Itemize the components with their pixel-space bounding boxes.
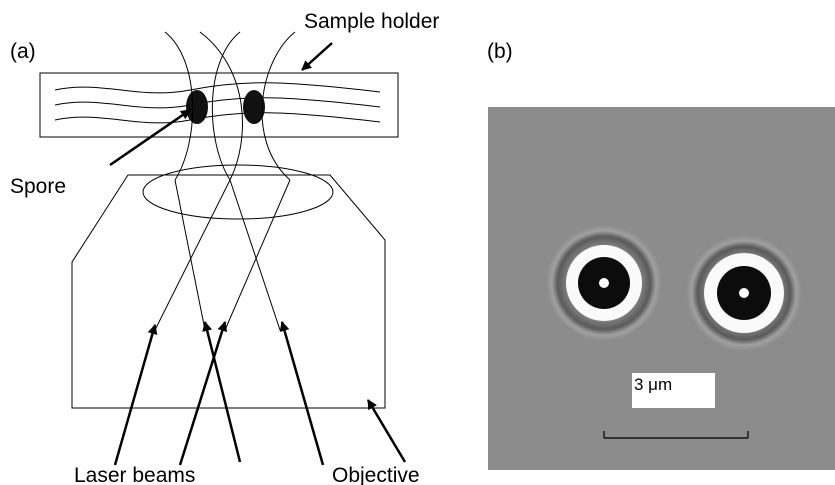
beams [155, 180, 290, 330]
trapped-spore [546, 225, 662, 341]
panel-label: (b) [487, 40, 513, 63]
panel-label: (a) [10, 40, 36, 63]
panel-a: (a) Sample holder Spore Laser beams Obje… [10, 10, 439, 485]
label-objective: Objective [332, 464, 420, 485]
label-sample-holder: Sample holder [304, 10, 439, 33]
scale-label: 3 μm [634, 375, 672, 394]
waves [55, 83, 380, 123]
label-laser-beams: Laser beams [74, 464, 195, 485]
objective [72, 175, 385, 408]
sample-holder [40, 73, 398, 137]
figure: (a) Sample holder Spore Laser beams Obje… [0, 0, 835, 485]
label-spore: Spore [10, 175, 66, 198]
lens [143, 165, 333, 219]
spore [186, 90, 208, 124]
trapped-spore [686, 235, 802, 351]
panel-b: (b) 3 μm [487, 40, 835, 470]
